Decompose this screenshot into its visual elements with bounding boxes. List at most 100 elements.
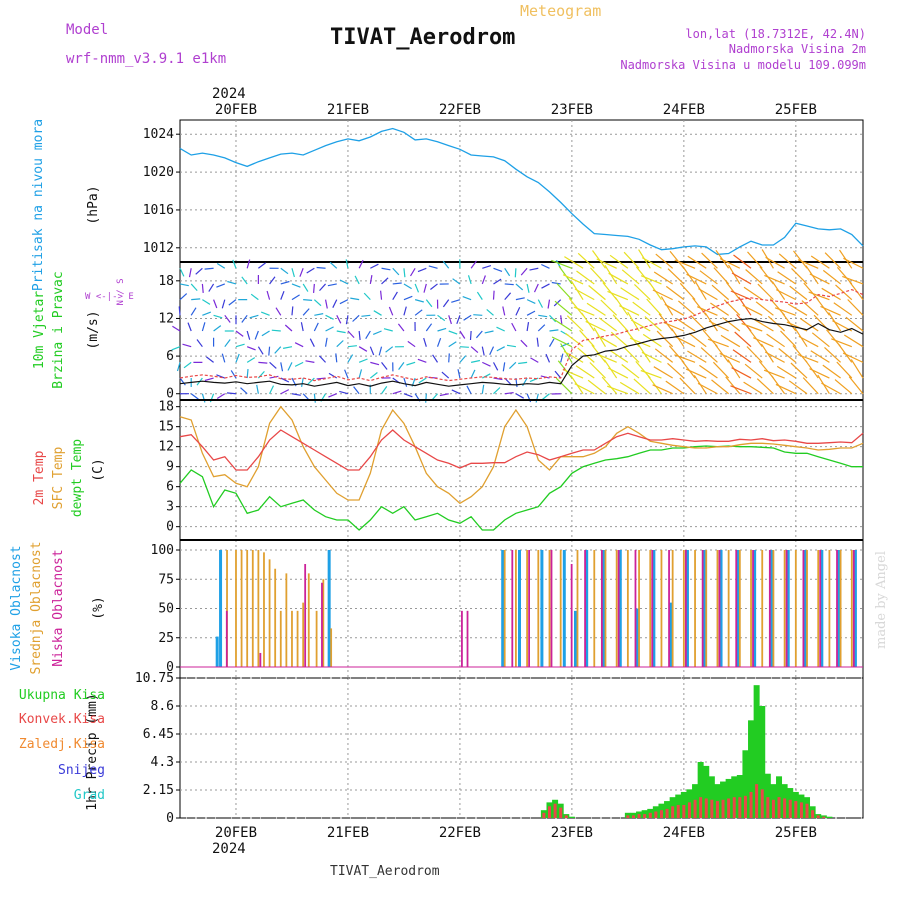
precip-conv-bar [559,807,563,818]
wind-barb [463,314,472,321]
wind-barb [667,268,685,285]
wind-barb [665,380,685,395]
wind-barb [269,385,275,394]
wind-barb [549,314,557,323]
cloud-ylabel-mid: Srednja Oblacnost [29,541,44,674]
wind-barb [380,290,383,300]
precip-conv-bar [659,810,663,818]
wind-barb [808,291,830,301]
wind-barb [822,269,841,285]
wind-barb [425,299,433,308]
wind-barb [235,353,240,363]
wind-barb [535,393,539,403]
precip-conv-bar [665,808,669,818]
wind-barb [385,346,394,353]
wind-barb [369,274,373,285]
wind-barb [596,353,617,363]
wind-barb [629,337,651,348]
wind-barb [306,267,315,274]
wind-barb [307,377,315,385]
wind-barb [190,307,197,316]
wind-barb [363,292,371,301]
wind-barb [403,377,408,387]
wind-barb [538,314,548,318]
wind-barb [526,322,530,332]
wind-barb [533,283,539,293]
top-date-label: 21FEB [327,102,369,118]
wind-barb [437,327,447,332]
wind-barb [664,303,685,316]
wind-barb [188,268,192,278]
wind-barb [216,283,226,288]
wind-barb [792,345,808,363]
wind-barb [756,378,774,395]
wind-barb [336,315,342,324]
temp2m-line [179,429,864,471]
wind-barb [542,393,550,400]
wind-barb [372,330,382,335]
legend-ukupna: Ukupna Kisa [19,688,105,703]
wind-barb [843,334,864,348]
wind-barb [630,319,651,332]
precip-ytick-label: 4.3 [151,755,174,770]
wind-barb [448,330,458,335]
wind-barb [302,283,309,292]
wind-barb [515,297,525,301]
wind-barb [641,351,662,363]
wind-barb [720,334,741,348]
precip-conv-bar [699,797,703,818]
wind-barb [555,377,573,395]
wind-barb [564,256,584,269]
wind-barb [319,283,327,292]
wind-barb [201,322,206,332]
wind-barb [766,333,785,348]
wind-barb [701,252,718,269]
wind-barb [515,393,524,399]
wind-barb [226,392,237,395]
wind-barb [653,366,673,379]
precip-conv-bar [693,799,697,818]
wind-barb [788,380,808,395]
wind-barb [246,330,251,340]
wind-barb [282,346,293,349]
wind-barb [407,340,416,348]
wind-barb [707,338,729,348]
wind-barb [266,290,271,300]
wind-barb [641,257,662,269]
wind-barb [392,291,398,300]
wind-barb [172,325,181,332]
wind-barb [204,377,214,382]
wind-barb [486,308,494,316]
wind-barb [566,315,584,332]
wind-barb [448,341,457,348]
cloud-ytick-label: 100 [151,543,174,558]
wind-barb [467,275,472,285]
wind-barb [847,299,864,316]
precip-conv-bar [822,816,826,818]
wind-barb [213,314,223,319]
wind-barb [834,379,853,395]
wind-barb [777,271,797,285]
wind-barb [822,364,841,379]
wind-barb [741,322,763,332]
wind-barb [492,362,499,371]
wind-barb [246,259,251,269]
wind-barb [496,346,505,352]
wind-barb [358,358,368,363]
wind-barb [373,310,382,316]
wind-barb [656,330,674,348]
wind-barb [502,306,506,316]
temp-ytick-label: 15 [158,420,174,435]
wind-barb [284,324,293,332]
wind-barb [269,361,277,369]
wind-barb [560,315,563,325]
cloud-ylabel-high: Visoka Oblacnost [9,545,24,670]
wind-barb [537,299,544,308]
wind-barb [224,339,231,348]
wind-barb [475,330,483,339]
wind-barb [414,283,420,293]
wind-barb [557,360,573,379]
wind-barb [797,353,819,363]
wind-barb [621,269,640,285]
